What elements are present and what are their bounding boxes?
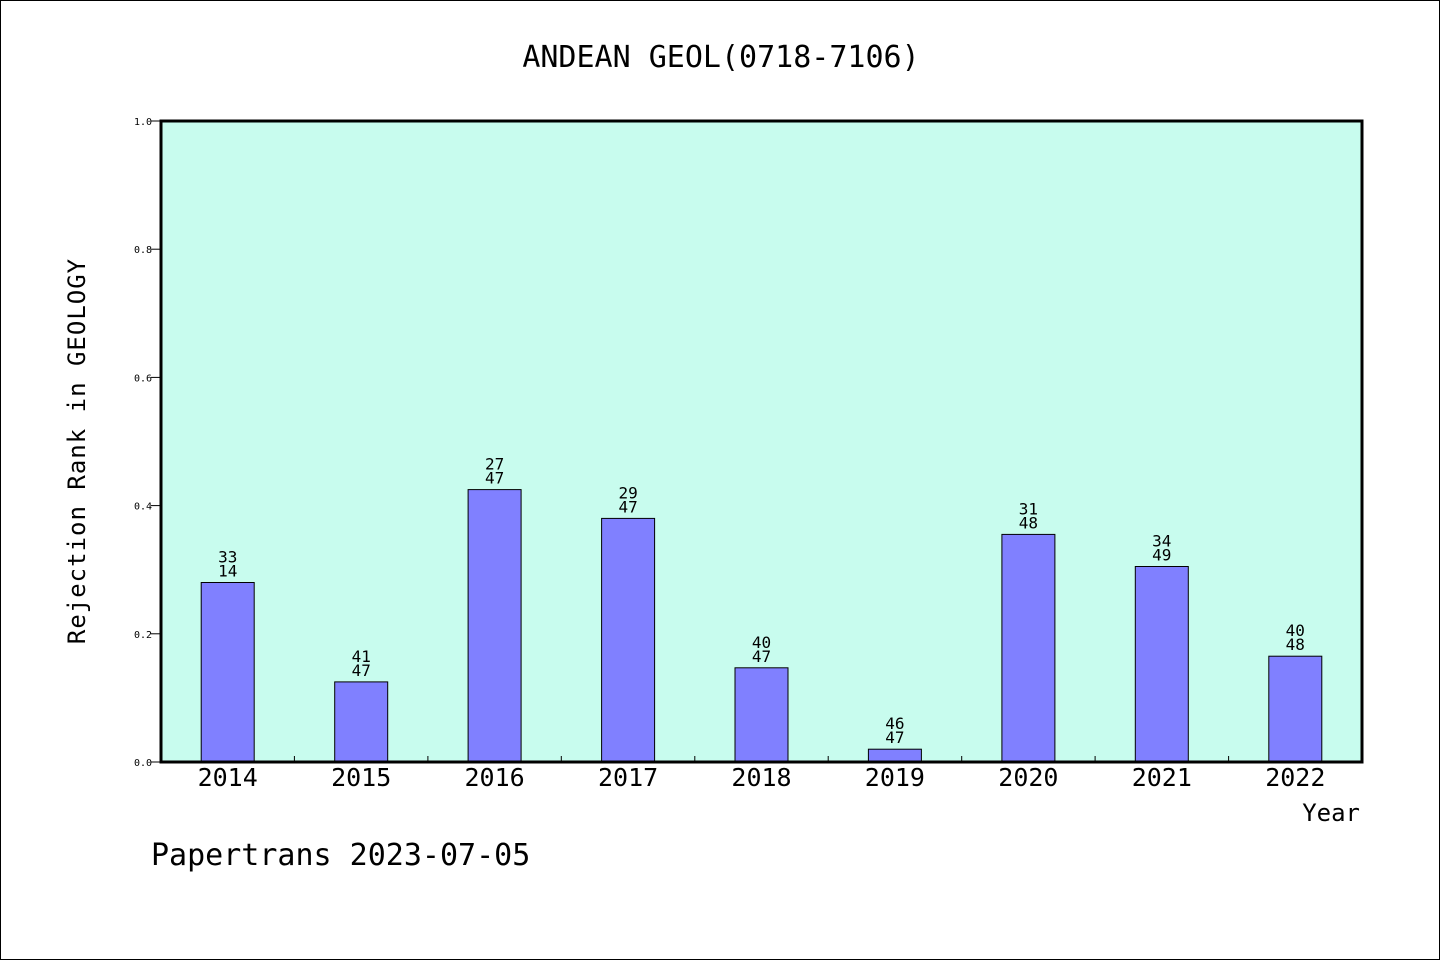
bars-group bbox=[200, 489, 1323, 763]
bar-2018 bbox=[734, 667, 789, 763]
x-tick-label-2015: 2015 bbox=[331, 763, 391, 792]
y-axis: 0.0 0.2 0.4 0.6 0.8 1.0 bbox=[134, 117, 161, 769]
y-axis-label: Rejection Rank in GEOLOGY bbox=[63, 258, 91, 644]
rank-label-2017: 29 bbox=[618, 483, 637, 502]
x-tick-label-2019: 2019 bbox=[865, 763, 925, 792]
bar-2021 bbox=[1134, 566, 1189, 763]
total-label-2016: 47 bbox=[485, 469, 504, 488]
y-tick-label: 0.8 bbox=[134, 245, 152, 256]
bar-2020 bbox=[1001, 533, 1056, 763]
x-axis: 2014 2015 2016 2017 2018 2019 2020 2021 2022 bbox=[198, 756, 1325, 792]
x-tick-label-2017: 2017 bbox=[598, 763, 658, 792]
bar-2017 bbox=[601, 517, 656, 763]
x-axis-label: Year bbox=[1302, 799, 1360, 827]
x-tick-label-2022: 2022 bbox=[1265, 763, 1325, 792]
total-label-2020: 48 bbox=[1019, 513, 1038, 532]
rank-label-2018: 40 bbox=[752, 633, 771, 652]
rank-label-2014: 33 bbox=[218, 548, 237, 567]
bar-2022 bbox=[1268, 655, 1323, 763]
rank-label-2019: 46 bbox=[885, 714, 904, 733]
x-tick-label-2018: 2018 bbox=[731, 763, 791, 792]
rank-label-2016: 27 bbox=[485, 455, 504, 474]
y-tick-label: 1.0 bbox=[134, 117, 152, 128]
rank-label-2020: 31 bbox=[1019, 499, 1038, 518]
total-label-2014: 14 bbox=[218, 562, 237, 581]
total-label-2019: 47 bbox=[885, 728, 904, 747]
total-label-2015: 47 bbox=[352, 661, 371, 680]
bar-2015 bbox=[334, 681, 389, 763]
total-label-2017: 47 bbox=[618, 497, 637, 516]
y-tick-label: 0.4 bbox=[134, 502, 152, 513]
total-label-2022: 48 bbox=[1286, 635, 1305, 654]
x-tick-label-2021: 2021 bbox=[1132, 763, 1192, 792]
bar-2014 bbox=[200, 582, 255, 763]
chart-title: ANDEAN GEOL(0718-7106) bbox=[522, 40, 919, 75]
y-tick-label: 0.2 bbox=[134, 630, 152, 641]
rank-label-2021: 34 bbox=[1152, 532, 1171, 551]
x-tick-label-2020: 2020 bbox=[998, 763, 1058, 792]
bar-2019 bbox=[867, 748, 922, 763]
rank-label-2022: 40 bbox=[1286, 621, 1305, 640]
total-label-2018: 47 bbox=[752, 647, 771, 666]
y-tick-label: 0.0 bbox=[134, 758, 152, 769]
rank-label-2015: 41 bbox=[352, 647, 371, 666]
bar-2016 bbox=[467, 489, 522, 763]
footer-text: Papertrans 2023-07-05 bbox=[151, 838, 530, 873]
x-tick-label-2016: 2016 bbox=[464, 763, 524, 792]
total-label-2021: 49 bbox=[1152, 546, 1171, 565]
x-tick-label-2014: 2014 bbox=[198, 763, 258, 792]
plot-border bbox=[159, 119, 1364, 764]
y-tick-label: 0.6 bbox=[134, 373, 152, 384]
